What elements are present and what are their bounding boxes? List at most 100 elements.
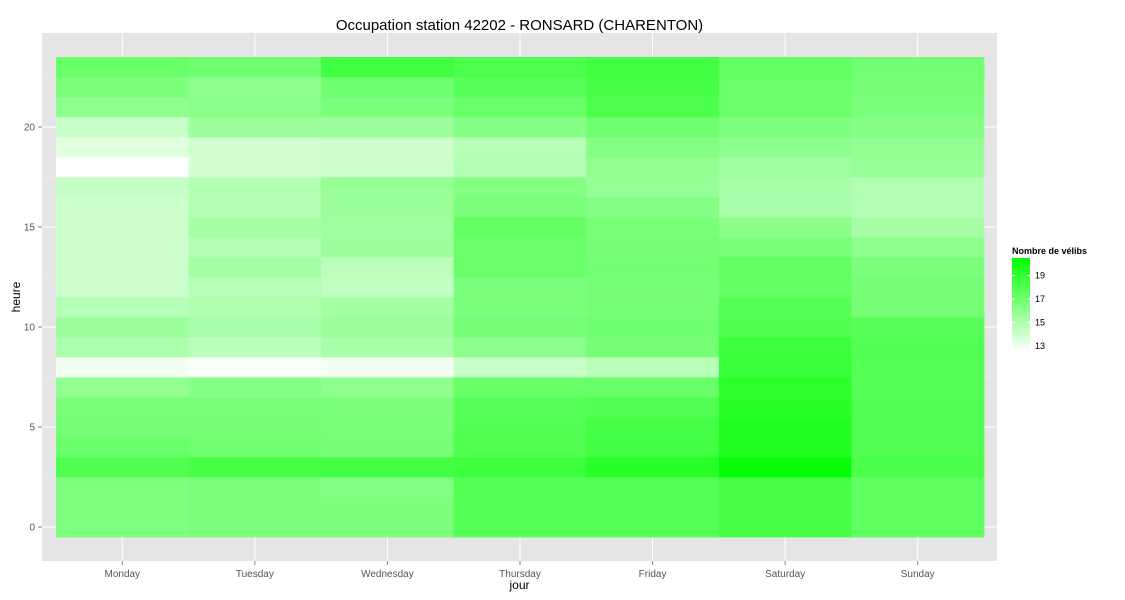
legend-title: Nombre de vélibs (1012, 246, 1087, 256)
x-axis-ticks: Monday Tuesday Wednesday Thursday Friday Satu… (104, 561, 935, 580)
x-tick-label: Sunday (901, 569, 935, 580)
heatmap-tile (188, 477, 322, 498)
heatmap-tile (453, 237, 587, 258)
heatmap-tile (453, 477, 587, 498)
heatmap-tile (453, 417, 587, 438)
heatmap-tile (453, 77, 587, 98)
heatmap-tile (851, 77, 985, 98)
heatmap-tile (851, 97, 985, 118)
heatmap-tile (586, 397, 720, 418)
heatmap-tile (56, 237, 189, 258)
y-tick-label: 20 (24, 123, 36, 134)
heatmap-tile (453, 57, 587, 78)
heatmap-tile (188, 277, 322, 298)
y-tick-label: 5 (29, 423, 35, 434)
heatmap-tile (718, 97, 852, 118)
heatmap-tile (851, 257, 985, 278)
heatmap-tile (453, 277, 587, 298)
heatmap-tile (321, 357, 455, 378)
heatmap-tile (851, 177, 985, 198)
heatmap-tile (56, 157, 189, 178)
heatmap-tile (321, 277, 455, 298)
heatmap-tile (188, 517, 322, 538)
legend-label: 13 (1035, 341, 1045, 351)
heatmap-tile (453, 357, 587, 378)
heatmap-tile (586, 337, 720, 358)
heatmap-tile (718, 57, 852, 78)
y-tick-label: 15 (24, 223, 36, 234)
heatmap-tile (453, 177, 587, 198)
heatmap-tile (718, 197, 852, 218)
heatmap-tile (188, 197, 322, 218)
heatmap-tile (851, 317, 985, 338)
heatmap-tile (453, 457, 587, 478)
heatmap-tile (851, 277, 985, 298)
heatmap-tile (56, 97, 189, 118)
heatmap-tile (453, 217, 587, 238)
heatmap-tile (188, 257, 322, 278)
heatmap-tile (586, 137, 720, 158)
heatmap-tile (453, 97, 587, 118)
heatmap-tile (453, 157, 587, 178)
heatmap-tile (56, 357, 189, 378)
heatmap-tile (321, 177, 455, 198)
heatmap-tile (188, 457, 322, 478)
heatmap-tile (718, 337, 852, 358)
heatmap-tile (321, 477, 455, 498)
heatmap-tile (586, 437, 720, 458)
heatmap-tile (453, 317, 587, 338)
heatmap-tile (321, 257, 455, 278)
heatmap-tile (453, 517, 587, 538)
heatmap-tile (321, 197, 455, 218)
x-axis-title: jour (508, 578, 529, 592)
heatmap-tile (586, 97, 720, 118)
heatmap-tile (56, 277, 189, 298)
heatmap-tile (453, 117, 587, 138)
heatmap-tile (718, 117, 852, 138)
heatmap-tile (718, 317, 852, 338)
heatmap-tile (453, 497, 587, 518)
heatmap-tile (586, 217, 720, 238)
x-tick-label: Thursday (499, 569, 541, 580)
heatmap-tile (188, 237, 322, 258)
heatmap-tile (718, 137, 852, 158)
heatmap-tile (851, 57, 985, 78)
heatmap-tile (851, 377, 985, 398)
heatmap-tile (718, 517, 852, 538)
heatmap-tile (56, 217, 189, 238)
heatmap-tile (321, 237, 455, 258)
heatmap-tile (321, 137, 455, 158)
heatmap-tile (56, 297, 189, 318)
heatmap-tile (321, 117, 455, 138)
heatmap-tile (851, 517, 985, 538)
heatmap-tile (321, 397, 455, 418)
heatmap-tile (851, 217, 985, 238)
heatmap-tile (321, 57, 455, 78)
heatmap-tile (188, 117, 322, 138)
heatmap-tile (851, 137, 985, 158)
heatmap-tile (56, 77, 189, 98)
heatmap-tiles (56, 57, 985, 538)
heatmap-tile (851, 237, 985, 258)
x-tick-label: Tuesday (236, 569, 274, 580)
heatmap-tile (851, 157, 985, 178)
heatmap-tile (56, 137, 189, 158)
heatmap-tile (586, 417, 720, 438)
heatmap-tile (718, 157, 852, 178)
heatmap-tile (188, 317, 322, 338)
heatmap-tile (188, 497, 322, 518)
heatmap-tile (718, 377, 852, 398)
heatmap-tile (453, 197, 587, 218)
heatmap-tile (718, 77, 852, 98)
heatmap-tile (56, 497, 189, 518)
heatmap-tile (718, 497, 852, 518)
x-tick-label: Friday (639, 569, 667, 580)
heatmap-tile (56, 517, 189, 538)
heatmap-tile (718, 277, 852, 298)
heatmap-tile (56, 337, 189, 358)
heatmap-tile (453, 397, 587, 418)
heatmap-tile (718, 217, 852, 238)
y-tick-label: 0 (29, 523, 35, 534)
heatmap-tile (188, 57, 322, 78)
